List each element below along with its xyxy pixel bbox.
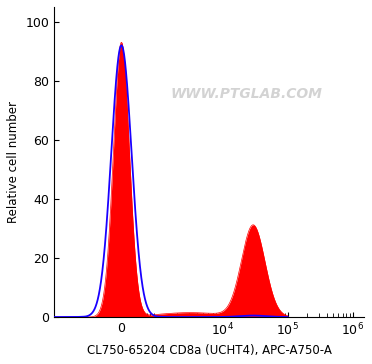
Text: WWW.PTGLAB.COM: WWW.PTGLAB.COM [170, 87, 323, 101]
Y-axis label: Relative cell number: Relative cell number [7, 101, 20, 223]
X-axis label: CL750-65204 CD8a (UCHT4), APC-A750-A: CL750-65204 CD8a (UCHT4), APC-A750-A [87, 344, 332, 357]
